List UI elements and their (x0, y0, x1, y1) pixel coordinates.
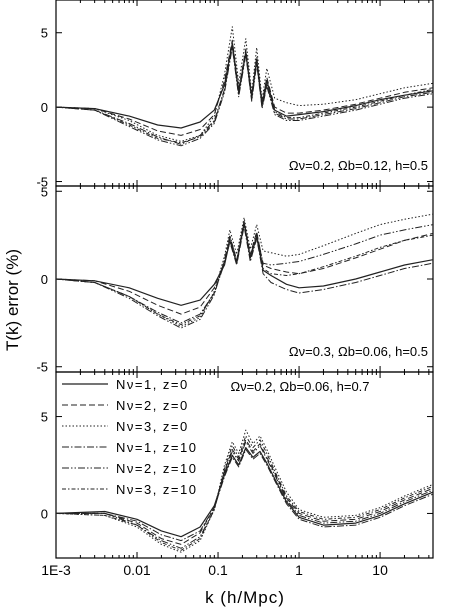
series-line-4 (56, 225, 433, 324)
panel-annotation: Ων=0.2, Ωb=0.12, h=0.5 (289, 158, 428, 173)
x-axis-label: k (h/Mpc) (205, 588, 285, 607)
y-tick-label: -5 (36, 360, 48, 375)
series-line-4 (56, 449, 433, 542)
panel-2: -5 0 5 Ων=0.3, Ωb=0.06, h=0.5 (36, 184, 434, 375)
panel-annotation: Ων=0.3, Ωb=0.06, h=0.5 (289, 344, 428, 359)
series-line-5 (56, 441, 433, 549)
y-tick-label: 0 (41, 100, 48, 115)
legend-label: Nν=1, z=10 (116, 440, 198, 455)
x-tick-label: 10 (372, 562, 388, 578)
panel-annotation: Ων=0.2, Ωb=0.06, h=0.7 (230, 379, 369, 394)
legend-label: Nν=3, z=0 (116, 419, 189, 434)
series-line-6 (56, 224, 433, 326)
series-line-1 (56, 447, 433, 538)
y-tick-label: 5 (41, 26, 48, 41)
legend-item: Nν=1, z=10 (62, 440, 198, 455)
series-group (56, 429, 433, 553)
x-tick-label: 0.01 (123, 562, 150, 578)
series-line-2 (56, 220, 433, 315)
series-line-1 (56, 222, 433, 306)
panel-1: -5 0 5 Ων=0.2, Ωb=0.12, h=0.5 (36, 0, 434, 190)
series-line-3 (56, 26, 433, 142)
y-tick-label: 5 (41, 184, 48, 199)
legend-item: Nν=1, z=0 (62, 377, 189, 392)
series-line-5 (56, 222, 433, 329)
panel-frame (55, 371, 434, 559)
legend-item: Nν=2, z=10 (62, 461, 198, 476)
x-tick-label: 1E-3 (41, 562, 71, 578)
legend-item: Nν=2, z=0 (62, 398, 189, 413)
legend: Nν=1, z=0 Nν=2, z=0 Nν=3, z=0 Nν=1, z=10 Nν=… (62, 377, 198, 497)
legend-item: Nν=3, z=10 (62, 482, 198, 497)
series-line-2 (56, 439, 433, 545)
series-line-6 (56, 44, 433, 144)
y-tick-label: 0 (41, 506, 48, 521)
legend-label: Nν=3, z=10 (116, 482, 198, 497)
series-group (56, 26, 433, 147)
x-tick-label: 0.1 (208, 562, 228, 578)
y-tick-label: 5 (41, 410, 48, 425)
series-line-6 (56, 435, 433, 551)
legend-label: Nν=2, z=0 (116, 398, 189, 413)
series-line-3 (56, 213, 433, 327)
panel-3: 0 5 1E-3 0.01 0.1 1 10 Ων=0.2, Ωb=0.06, h=0.7 (41, 371, 434, 578)
legend-label: Nν=2, z=10 (116, 461, 198, 476)
y-tick-label: -5 (36, 175, 48, 190)
legend-item: Nν=3, z=0 (62, 419, 189, 434)
series-line-5 (56, 47, 433, 147)
legend-label: Nν=1, z=0 (116, 377, 189, 392)
panels: -5 0 5 Ων=0.2, Ωb=0.12, h=0.5 -5 0 5 Ων=0.3, Ωb… (36, 0, 434, 578)
series-group (56, 213, 433, 329)
y-axis-label: T(k) error (%) (3, 249, 22, 351)
x-tick-label: 1 (295, 562, 303, 578)
y-tick-label: 0 (41, 272, 48, 287)
series-line-3 (56, 429, 433, 553)
series-line-2 (56, 39, 433, 136)
